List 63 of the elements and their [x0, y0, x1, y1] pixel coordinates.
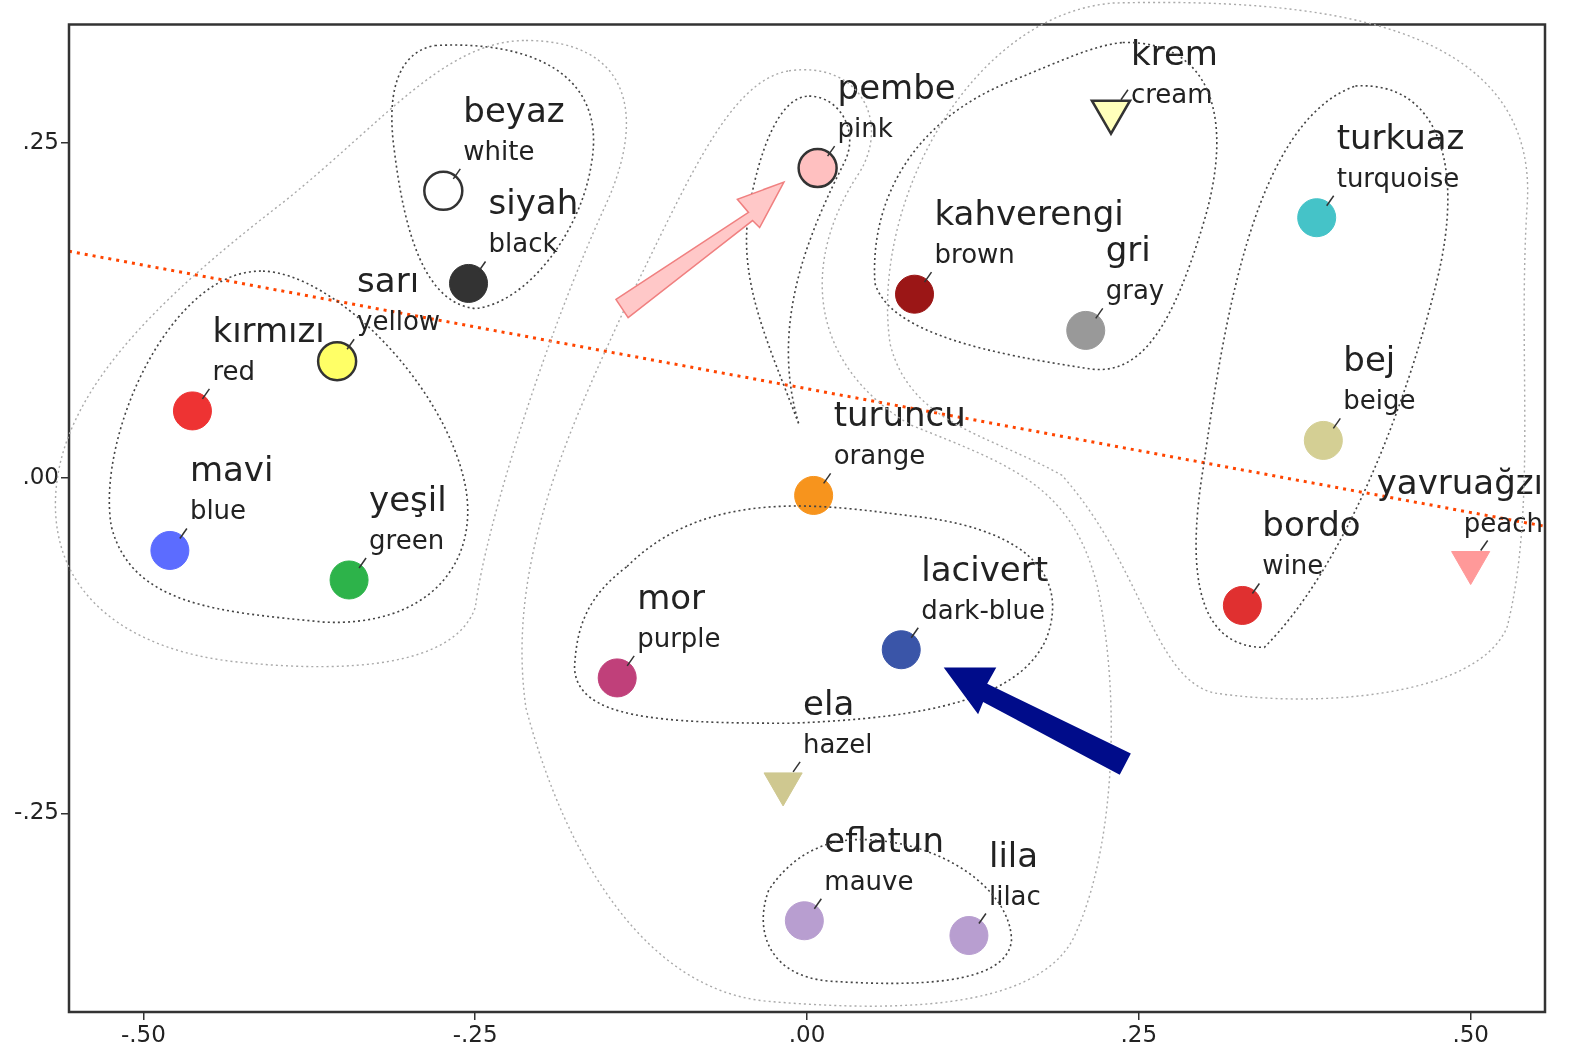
- annotation: turquoise: [1336, 162, 1460, 193]
- annotation: pink: [837, 113, 893, 144]
- annotation: blue: [189, 495, 247, 526]
- annotation: mauve: [824, 865, 914, 896]
- annotation: lilac: [988, 880, 1041, 911]
- annotation: kırmızı: [212, 309, 325, 350]
- annotation: yavruağzı: [1376, 461, 1544, 502]
- annotation: ela: [803, 682, 855, 723]
- annotation: siyah: [488, 182, 579, 223]
- annotation: turkuaz: [1336, 116, 1465, 157]
- annotation: green: [369, 524, 445, 555]
- annotation: bej: [1343, 339, 1396, 380]
- annotation: lacivert: [921, 548, 1049, 589]
- x-tick-label: .00: [788, 1020, 826, 1047]
- annotation: bordo: [1262, 504, 1361, 545]
- annotation: beyaz: [463, 89, 565, 130]
- x-tick-label: .25: [1120, 1020, 1158, 1047]
- point: [784, 901, 824, 941]
- x-tick-label: -.50: [120, 1020, 166, 1047]
- point: [150, 530, 190, 570]
- annotation: gray: [1105, 275, 1165, 306]
- annotation: cream: [1130, 78, 1213, 109]
- point: [1303, 420, 1343, 460]
- annotation: pembe: [837, 67, 956, 108]
- x-tick-label: .50: [1452, 1020, 1489, 1047]
- annotation: dark-blue: [921, 594, 1046, 625]
- annotation: sarı: [357, 260, 420, 301]
- point: [895, 274, 935, 314]
- point: [597, 658, 637, 698]
- annotation: wine: [1262, 550, 1324, 581]
- point: [1222, 585, 1262, 625]
- annotation: hazel: [803, 728, 873, 759]
- annotation: turuncu: [833, 394, 966, 435]
- point: [794, 475, 834, 515]
- x-tick-label: -.25: [452, 1020, 498, 1047]
- annotation: brown: [934, 239, 1015, 270]
- annotation: peach: [1463, 507, 1544, 538]
- point: [329, 560, 369, 600]
- annotation: eflatun: [824, 819, 944, 860]
- y-tick-label: .00: [22, 462, 59, 489]
- annotation: purple: [637, 622, 721, 653]
- annotation: orange: [833, 440, 926, 471]
- annotation: yeşil: [369, 478, 447, 519]
- annotation: lila: [988, 834, 1039, 875]
- annotation: yellow: [357, 306, 441, 337]
- point: [172, 391, 212, 431]
- point: [949, 916, 989, 956]
- point: [423, 170, 464, 212]
- annotation: white: [463, 135, 535, 166]
- point: [1297, 198, 1337, 238]
- annotation: black: [488, 228, 558, 259]
- point: [881, 630, 921, 670]
- y-tick-label: .25: [22, 127, 59, 154]
- point: [797, 147, 838, 189]
- point: [449, 263, 489, 303]
- annotation: beige: [1343, 385, 1416, 416]
- point: [1066, 310, 1106, 350]
- annotation: krem: [1130, 32, 1218, 73]
- y-tick-label: -.25: [14, 798, 59, 825]
- annotation: red: [212, 355, 256, 386]
- annotation: mavi: [189, 449, 274, 490]
- annotation: mor: [637, 576, 706, 617]
- point: [316, 341, 358, 382]
